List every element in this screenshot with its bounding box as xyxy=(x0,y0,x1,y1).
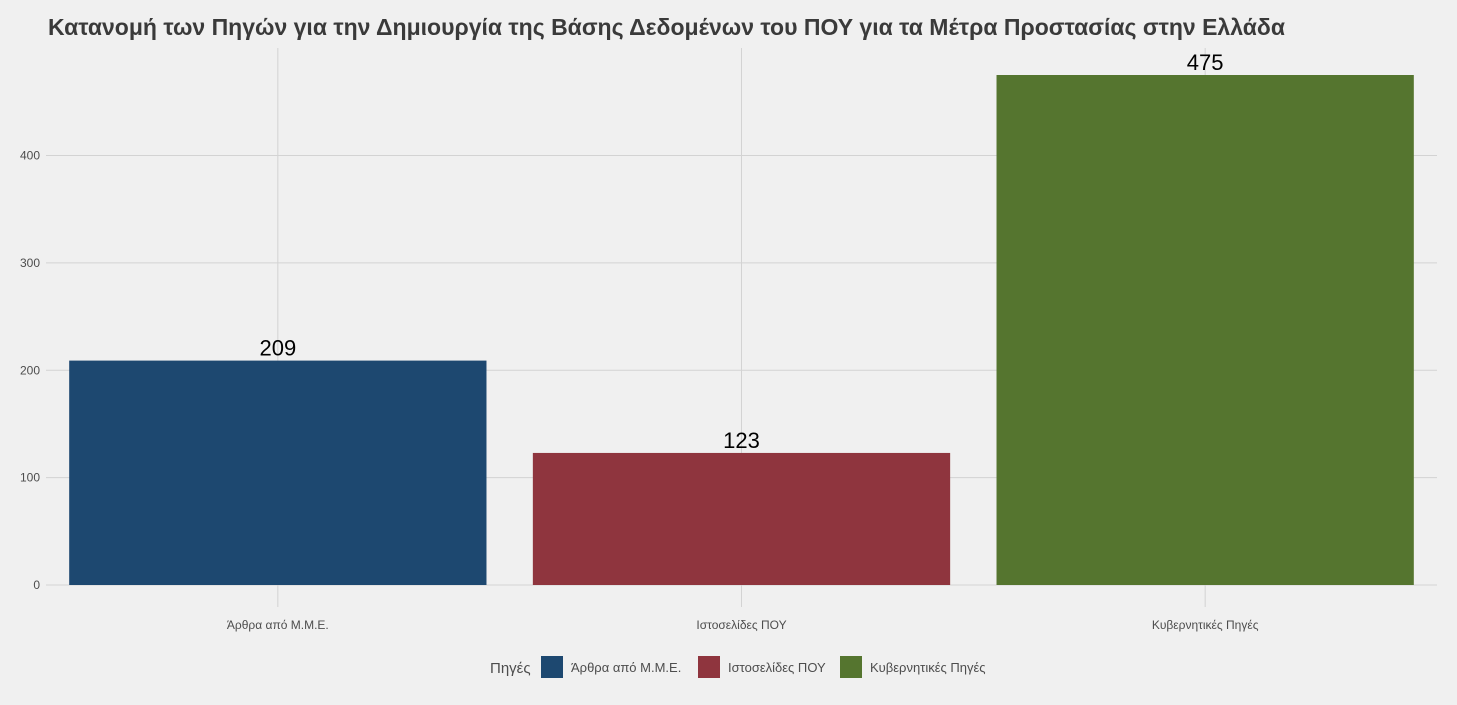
x-tick-label: Άρθρα από Μ.Μ.Ε. xyxy=(227,618,329,632)
legend: Πηγές Άρθρα από Μ.Μ.Ε. Ιστοσελίδες ΠΟΥ Κυβε… xyxy=(490,656,986,678)
legend-label: Κυβερνητικές Πηγές xyxy=(870,660,986,675)
x-tick-label: Κυβερνητικές Πηγές xyxy=(1152,618,1259,632)
legend-key xyxy=(840,656,862,678)
y-tick-label: 0 xyxy=(33,578,40,592)
chart-title: Κατανομή των Πηγών για την Δημιουργία τη… xyxy=(48,14,1285,40)
bars xyxy=(69,75,1414,585)
y-tick-label: 300 xyxy=(20,256,40,270)
legend-key xyxy=(698,656,720,678)
legend-label: Άρθρα από Μ.Μ.Ε. xyxy=(571,660,681,675)
data-label: 209 xyxy=(259,336,296,361)
data-labels: 209 123 475 xyxy=(259,50,1223,453)
bar-άρθρα-από-μ-μ-ε xyxy=(69,360,487,585)
x-tick-label: Ιστοσελίδες ΠΟΥ xyxy=(696,618,786,632)
legend-key xyxy=(541,656,563,678)
bar-κυβερνητικές-πηγές xyxy=(996,75,1414,585)
data-label: 475 xyxy=(1187,50,1224,75)
y-tick-label: 200 xyxy=(20,363,40,377)
legend-label: Ιστοσελίδες ΠΟΥ xyxy=(728,660,826,675)
y-tick-label: 100 xyxy=(20,471,40,485)
data-label: 123 xyxy=(723,428,760,453)
axis-ticks: 0 100 200 300 400 Άρθρα από Μ.Μ.Ε. Ιστοσελίδες… xyxy=(20,149,1259,632)
legend-title: Πηγές xyxy=(490,660,531,677)
bar-ιστοσελίδες-που xyxy=(532,452,951,585)
y-tick-label: 400 xyxy=(20,149,40,163)
